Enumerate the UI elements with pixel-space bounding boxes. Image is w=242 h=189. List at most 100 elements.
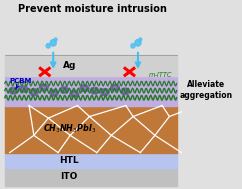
Circle shape	[106, 89, 107, 91]
Text: m-ITTC: m-ITTC	[149, 71, 172, 77]
Circle shape	[65, 87, 67, 88]
Circle shape	[24, 86, 26, 88]
Circle shape	[80, 88, 82, 89]
Circle shape	[46, 87, 48, 88]
Circle shape	[26, 88, 28, 90]
Circle shape	[21, 91, 23, 92]
Circle shape	[100, 89, 109, 96]
Ellipse shape	[54, 38, 57, 41]
Text: Ag: Ag	[63, 61, 76, 70]
Circle shape	[57, 84, 72, 96]
Circle shape	[50, 90, 59, 96]
Text: PCBM: PCBM	[10, 78, 32, 89]
Circle shape	[75, 91, 77, 92]
Circle shape	[41, 84, 43, 86]
Circle shape	[117, 87, 119, 88]
Circle shape	[14, 92, 16, 94]
Circle shape	[67, 88, 82, 100]
Circle shape	[121, 91, 123, 92]
Circle shape	[9, 90, 11, 91]
Circle shape	[107, 91, 109, 93]
Circle shape	[24, 91, 26, 92]
Circle shape	[34, 89, 36, 91]
Circle shape	[39, 84, 48, 91]
Circle shape	[70, 93, 72, 94]
Circle shape	[80, 85, 89, 92]
Circle shape	[97, 86, 113, 98]
Circle shape	[16, 83, 31, 95]
Circle shape	[82, 90, 84, 91]
Ellipse shape	[135, 40, 141, 46]
Circle shape	[31, 89, 33, 91]
Ellipse shape	[139, 38, 142, 41]
Circle shape	[87, 88, 89, 89]
Text: ITO: ITO	[60, 172, 78, 181]
Ellipse shape	[46, 44, 50, 48]
Circle shape	[116, 84, 118, 86]
Circle shape	[60, 86, 69, 93]
Circle shape	[111, 84, 119, 91]
Circle shape	[116, 89, 118, 91]
Circle shape	[112, 89, 114, 91]
Circle shape	[72, 95, 74, 97]
Circle shape	[121, 88, 129, 95]
Circle shape	[77, 93, 79, 94]
Text: HTL: HTL	[60, 156, 79, 165]
Ellipse shape	[131, 44, 135, 48]
Circle shape	[117, 85, 133, 97]
Circle shape	[50, 92, 52, 94]
Circle shape	[60, 89, 62, 91]
Circle shape	[55, 90, 57, 91]
Circle shape	[107, 81, 123, 93]
Circle shape	[45, 84, 46, 86]
Circle shape	[106, 94, 107, 95]
Circle shape	[30, 91, 31, 93]
Bar	[5, 168, 177, 186]
Circle shape	[122, 88, 124, 90]
Circle shape	[61, 87, 63, 88]
Circle shape	[90, 90, 92, 91]
Circle shape	[102, 89, 104, 91]
Circle shape	[11, 92, 13, 94]
Circle shape	[29, 89, 38, 96]
Circle shape	[82, 85, 84, 87]
Circle shape	[75, 95, 77, 97]
Circle shape	[9, 87, 18, 94]
Circle shape	[31, 94, 33, 95]
Circle shape	[112, 84, 114, 86]
Circle shape	[122, 93, 124, 94]
Circle shape	[92, 88, 94, 89]
Circle shape	[67, 89, 68, 91]
Circle shape	[51, 94, 53, 96]
Circle shape	[19, 88, 21, 90]
Circle shape	[36, 91, 38, 93]
Bar	[5, 55, 177, 76]
Circle shape	[126, 93, 128, 94]
Circle shape	[16, 90, 18, 91]
Circle shape	[90, 87, 99, 94]
Bar	[5, 76, 177, 105]
Circle shape	[56, 92, 58, 94]
Circle shape	[72, 91, 74, 92]
Circle shape	[61, 91, 63, 93]
Ellipse shape	[50, 40, 56, 46]
Circle shape	[95, 92, 97, 94]
Circle shape	[126, 88, 128, 90]
Text: Prevent moisture intrusion: Prevent moisture intrusion	[17, 4, 166, 13]
Text: CH$_3$NH$_3$PbI$_3$: CH$_3$NH$_3$PbI$_3$	[43, 123, 96, 135]
Circle shape	[102, 94, 104, 95]
Circle shape	[111, 87, 113, 88]
Circle shape	[41, 89, 43, 91]
Bar	[5, 153, 177, 168]
Circle shape	[55, 94, 57, 96]
Circle shape	[65, 91, 67, 93]
Circle shape	[11, 88, 13, 89]
Circle shape	[14, 88, 16, 89]
Circle shape	[85, 85, 87, 87]
Circle shape	[21, 86, 23, 88]
Bar	[5, 105, 177, 153]
Circle shape	[45, 89, 46, 91]
Circle shape	[100, 91, 102, 93]
Circle shape	[77, 82, 92, 94]
Circle shape	[95, 88, 97, 89]
